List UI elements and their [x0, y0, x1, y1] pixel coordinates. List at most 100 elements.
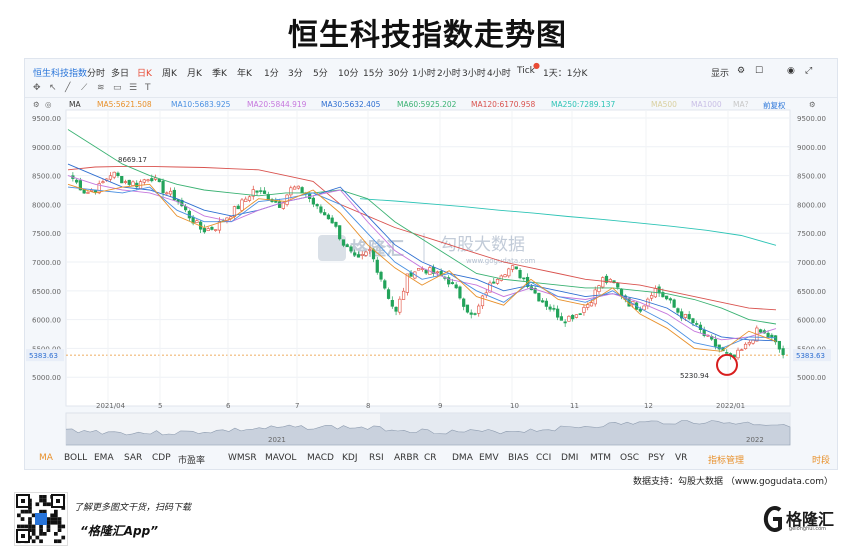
period-2[interactable]: 日K	[137, 69, 152, 79]
page-title: 恒生科技指数走势图	[288, 18, 567, 53]
channel-icon[interactable]: ≋	[97, 83, 105, 93]
candle-body-116	[507, 268, 511, 277]
period-16[interactable]: 4小时	[487, 69, 511, 79]
x-tick-8: 12	[644, 402, 653, 410]
ma-selector[interactable]: MA	[69, 100, 81, 109]
indicator-mavol[interactable]: MAVOL	[265, 453, 297, 463]
settings-icon-2[interactable]: ⚙	[809, 100, 816, 109]
candle-body-93	[420, 268, 424, 270]
indicator-emv[interactable]: EMV	[479, 453, 499, 463]
period-5[interactable]: 季K	[212, 69, 227, 79]
square-icon[interactable]: ☐	[755, 66, 764, 76]
indicator-vr[interactable]: VR	[675, 453, 688, 463]
ma-line-ma30	[67, 163, 777, 342]
period-4[interactable]: 月K	[187, 69, 202, 79]
indicator-psy[interactable]: PSY	[648, 453, 665, 463]
period-6[interactable]: 年K	[237, 69, 252, 79]
gear-icon[interactable]: ⚙	[737, 66, 746, 76]
period-17[interactable]: Tick	[517, 66, 535, 76]
indicator-mtm[interactable]: MTM	[590, 453, 612, 463]
display-button[interactable]: 显示	[711, 69, 730, 79]
candle-body-132	[567, 315, 571, 322]
indicator-ema[interactable]: EMA	[94, 453, 114, 463]
indicator-arbr[interactable]: ARBR	[394, 453, 419, 463]
indicator-dma[interactable]: DMA	[452, 453, 473, 463]
low-highlight-circle	[716, 353, 738, 376]
indicator-sar[interactable]: SAR	[124, 453, 143, 463]
candle-body-73	[345, 244, 349, 248]
indicator-osc[interactable]: OSC	[620, 453, 640, 463]
chart-svg: 9500.00 9000.00 8500.00 8000.00 7500.00 7000.…	[26, 109, 831, 446]
indicator-cci[interactable]: CCI	[536, 453, 552, 463]
qr-module	[42, 509, 47, 514]
ma-extra-1[interactable]: MA500	[651, 100, 677, 109]
candle-body-26	[168, 190, 173, 195]
period-right-button[interactable]: 时段	[812, 456, 831, 466]
period-12[interactable]: 30分	[388, 69, 409, 79]
candle-body-189	[781, 348, 785, 355]
period-9[interactable]: 5分	[313, 69, 328, 79]
period-8[interactable]: 3分	[288, 69, 303, 79]
indicator-boll[interactable]: BOLL	[64, 453, 88, 463]
symbol-tab[interactable]: 恒生科技指数	[33, 69, 88, 79]
candle-body-92	[417, 268, 421, 271]
indicator-bias[interactable]: BIAS	[508, 453, 529, 463]
ma120-legend: MA120:6170.958	[471, 100, 536, 109]
indicator-cr[interactable]: CR	[424, 453, 437, 463]
text-icon[interactable]: T	[145, 83, 151, 93]
period-11[interactable]: 15分	[363, 69, 384, 79]
period-0[interactable]: 分时	[87, 69, 106, 79]
period-15[interactable]: 3小时	[462, 69, 486, 79]
indicator-wmsr[interactable]: WMSR	[228, 453, 257, 463]
candle-body-83	[383, 280, 387, 289]
indicator-dmi[interactable]: DMI	[561, 453, 579, 463]
candle-body-119	[518, 270, 522, 279]
candle-body-128	[552, 308, 556, 310]
overview-label-2022: 2022	[746, 436, 764, 444]
indicator-ma[interactable]: MA	[39, 453, 53, 463]
fullscreen-icon[interactable]: ⤢	[805, 66, 813, 76]
candle-body-44	[236, 205, 240, 210]
interval-select[interactable]: 1天：1分K	[543, 69, 588, 79]
y-tick-left-6: 6500.00	[32, 288, 61, 296]
indicator-rsi[interactable]: RSI	[369, 453, 384, 463]
period-7[interactable]: 1分	[264, 69, 279, 79]
overview-navigator[interactable]: 2021 2022	[65, 412, 791, 446]
x-tick-0: 2021/04	[96, 402, 126, 410]
cursor-icon[interactable]: ↖	[49, 83, 57, 93]
indicator-macd[interactable]: MACD	[307, 453, 334, 463]
ray-icon[interactable]: ⟋	[81, 83, 88, 93]
fib-icon[interactable]: ☰	[129, 83, 138, 93]
period-1[interactable]: 多日	[111, 69, 130, 79]
adjust-select[interactable]: 前复权	[763, 101, 786, 110]
ma-extra-3[interactable]: MA?	[733, 100, 749, 109]
indicator-[interactable]: 市盈率	[178, 456, 206, 466]
qr-module	[28, 524, 32, 529]
period-10[interactable]: 10分	[338, 69, 359, 79]
period-13[interactable]: 1小时	[412, 69, 436, 79]
candle-body-186	[770, 334, 774, 338]
candle-body-130	[559, 316, 564, 321]
period-3[interactable]: 周K	[162, 69, 177, 79]
rect-icon[interactable]: ▭	[113, 83, 122, 93]
indicator-manage-button[interactable]: 指标管理	[708, 456, 745, 466]
settings-icon[interactable]: ⚙	[33, 100, 40, 109]
ma20-legend: MA20:5844.919	[247, 100, 307, 109]
camera-icon[interactable]: ◉	[787, 66, 795, 76]
candle-body-64	[311, 197, 315, 205]
qr-module	[46, 528, 51, 532]
indicator-cdp[interactable]: CDP	[152, 453, 171, 463]
move-icon[interactable]: ✥	[33, 83, 41, 93]
eye-icon[interactable]: ◎	[45, 100, 52, 109]
indicator-kdj[interactable]: KDJ	[342, 453, 358, 463]
line-icon[interactable]: ╱	[65, 83, 71, 93]
candle-body-134	[574, 314, 579, 318]
candle-body-136	[582, 307, 586, 313]
ma-extra-2[interactable]: MA1000	[691, 100, 722, 109]
candle-body-10	[108, 175, 113, 180]
candle-body-39	[217, 220, 222, 231]
x-tick-1: 5	[158, 402, 162, 410]
candle-body-115	[503, 274, 507, 278]
period-14[interactable]: 2小时	[437, 69, 461, 79]
x-tick-4: 8	[366, 402, 370, 410]
